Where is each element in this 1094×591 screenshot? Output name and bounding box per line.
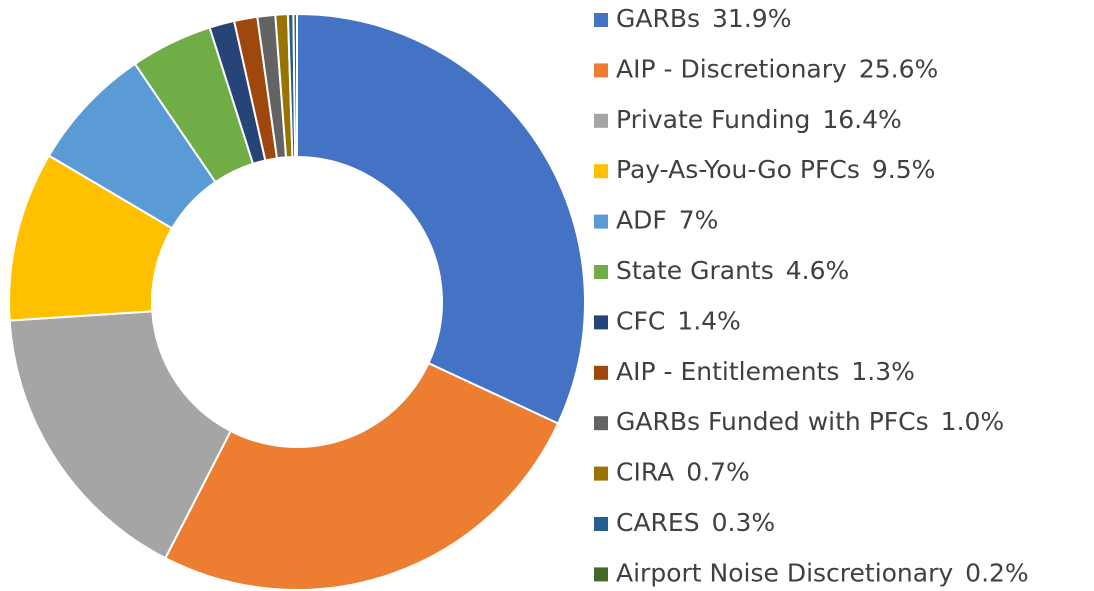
legend-value: 0.3% <box>712 508 776 537</box>
legend-value: 7% <box>679 206 719 235</box>
legend-label: CFC 1.4% <box>616 306 741 335</box>
legend-label: Private Funding 16.4% <box>616 105 902 134</box>
legend-swatch <box>594 466 608 481</box>
legend-value: 16.4% <box>822 105 901 134</box>
legend-value: 0.7% <box>686 458 750 487</box>
legend-value: 25.6% <box>859 54 938 83</box>
legend-label: GARBs Funded with PFCs 1.0% <box>616 407 1004 436</box>
slice <box>296 12 586 425</box>
legend-value: 1.4% <box>677 306 741 335</box>
legend-swatch <box>594 113 608 128</box>
legend-label: Airport Noise Discretionary 0.2% <box>616 558 1029 587</box>
legend-value: 0.2% <box>965 558 1029 587</box>
legend-value: 31.9% <box>712 4 791 33</box>
legend-value: 4.6% <box>786 256 850 285</box>
legend-name: CARES <box>616 508 700 537</box>
legend-swatch <box>594 416 608 431</box>
legend-value: 1.3% <box>851 357 915 386</box>
legend-name: Airport Noise Discretionary <box>616 558 953 587</box>
legend-name: Private Funding <box>616 105 810 134</box>
legend-name: CIRA <box>616 458 674 487</box>
legend-swatch <box>594 517 608 531</box>
legend-swatch <box>594 164 608 179</box>
legend-label: CIRA 0.7% <box>616 458 750 487</box>
slice <box>163 361 560 591</box>
legend-label: ADF 7% <box>616 206 718 235</box>
legend-label: Pay-As-You-Go PFCs 9.5% <box>616 155 935 184</box>
legend-swatch <box>594 13 608 27</box>
legend-name: CFC <box>616 306 665 335</box>
legend-name: Pay-As-You-Go PFCs <box>616 155 860 184</box>
legend-swatch <box>594 63 608 78</box>
legend-swatch <box>594 214 608 229</box>
legend-label: AIP - Entitlements 1.3% <box>616 357 915 386</box>
legend-name: AIP - Discretionary <box>616 54 847 83</box>
legend-name: AIP - Entitlements <box>616 357 839 386</box>
slice <box>292 12 298 159</box>
legend-label: CARES 0.3% <box>616 508 775 537</box>
legend-swatch <box>594 365 608 380</box>
legend-name: State Grants <box>616 256 774 285</box>
legend-name: GARBs <box>616 4 700 33</box>
legend-label: State Grants 4.6% <box>616 256 849 285</box>
legend-label: AIP - Discretionary 25.6% <box>616 54 938 83</box>
legend-name: ADF <box>616 206 667 235</box>
legend-swatch <box>594 315 608 330</box>
legend-swatch <box>594 567 608 582</box>
legend-label: GARBs 31.9% <box>616 4 791 33</box>
legend-value: 9.5% <box>872 155 936 184</box>
slice <box>8 310 233 560</box>
legend-name: GARBs Funded with PFCs <box>616 407 929 436</box>
legend-value: 1.0% <box>941 407 1005 436</box>
legend-swatch <box>594 265 608 279</box>
